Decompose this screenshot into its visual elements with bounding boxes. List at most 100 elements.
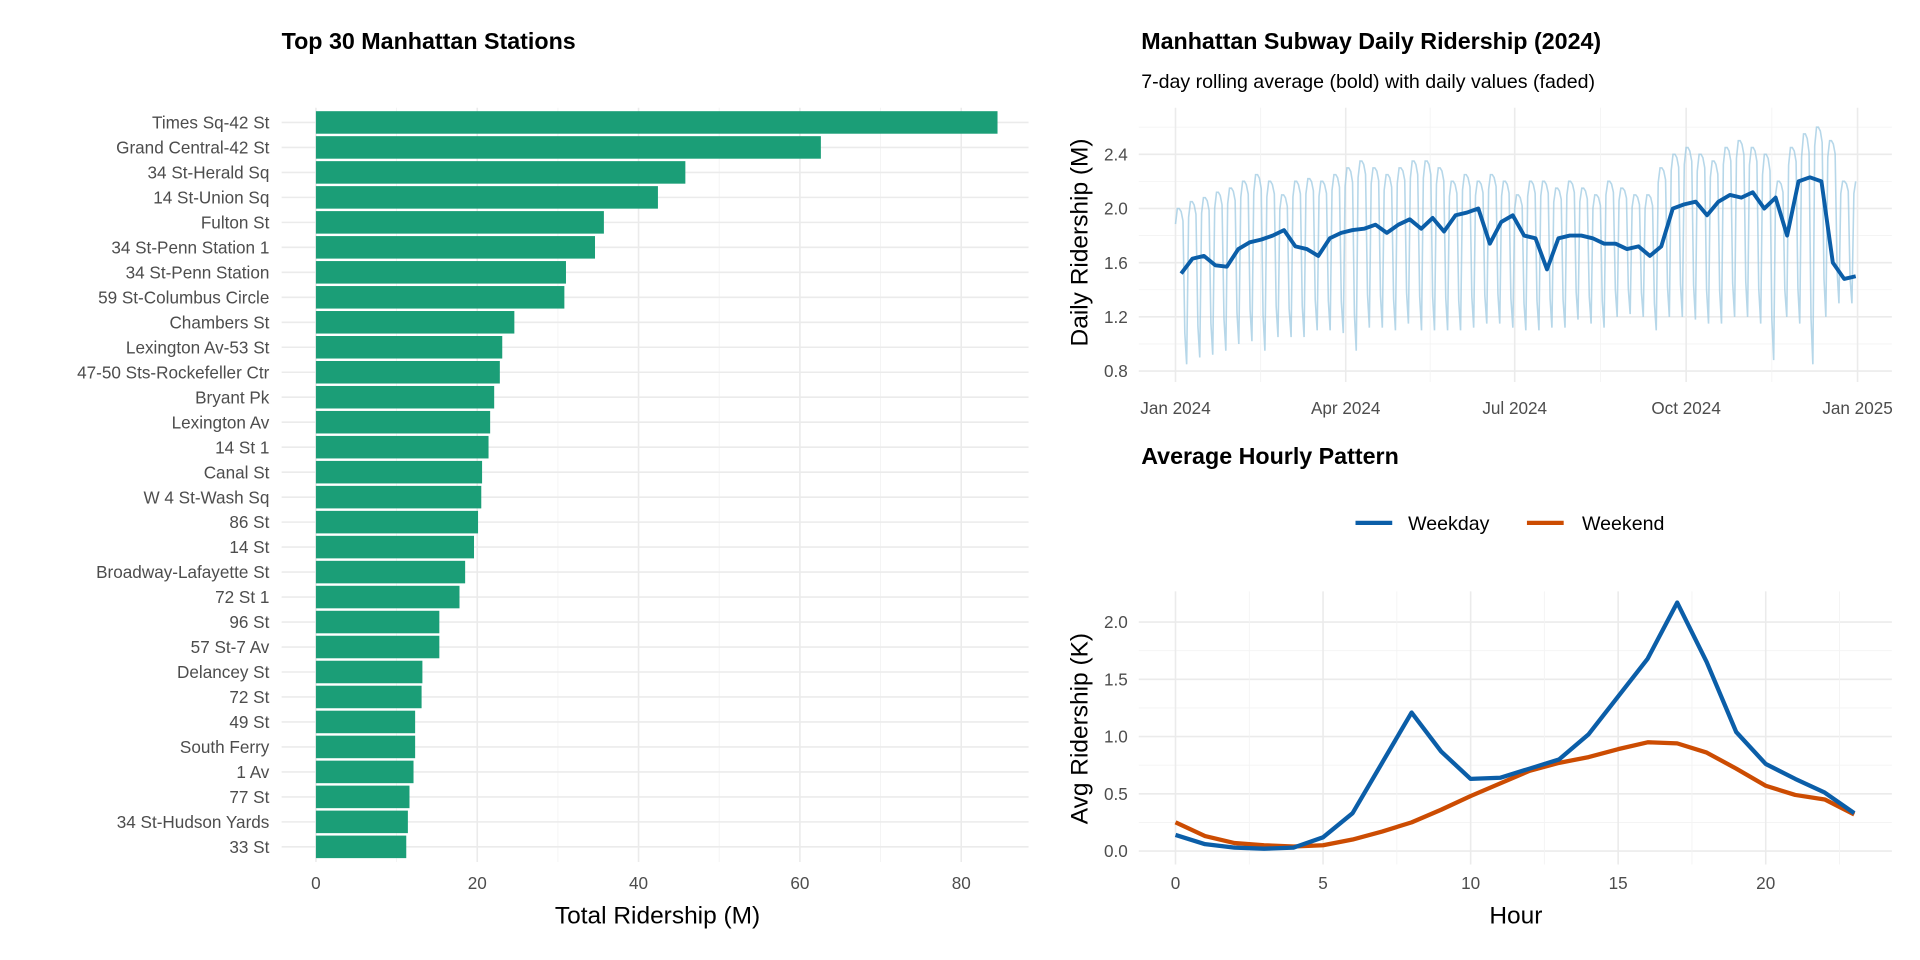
bar-category-label: 1 Av: [236, 762, 269, 782]
bar: [315, 236, 596, 259]
x-tick-label: 80: [952, 873, 971, 893]
y-tick-label: 2.4: [1104, 144, 1128, 164]
bar: [315, 710, 416, 734]
bar: [315, 261, 566, 284]
bar-category-label: Grand Central-42 St: [116, 138, 269, 158]
bar: [315, 560, 466, 584]
daily-y-axis-label: Daily Ridership (M): [1066, 138, 1093, 346]
bar: [315, 136, 821, 159]
bar-category-label: South Ferry: [180, 737, 270, 757]
bar-category-labels: Times Sq-42 St Grand Central-42 St 34 St-H…: [77, 113, 270, 857]
bar: [315, 336, 503, 359]
bar: [315, 410, 491, 434]
bar-category-label: W 4 St-Wash Sq: [143, 487, 269, 507]
bar: [315, 186, 658, 209]
bar: [315, 161, 686, 184]
x-tick-label: 0: [311, 873, 321, 893]
x-tick-label: 15: [1609, 873, 1628, 893]
bar-chart: Top 30 Manhattan Stations Times Sq-42 St…: [77, 28, 1029, 929]
x-tick-label: 0: [1171, 873, 1181, 893]
bar-category-label: 47-50 Sts-Rockefeller Ctr: [77, 362, 270, 382]
bar-category-label: 86 St: [229, 512, 269, 532]
daily-ticks: Jan 2024 Apr 2024 Jul 2024 Oct 2024 Jan 2025…: [1104, 144, 1893, 417]
bar-category-label: Times Sq-42 St: [152, 113, 270, 133]
bar-category-label: 49 St: [229, 712, 269, 732]
bar-category-label: 77 St: [229, 787, 269, 807]
y-tick-label: 1.5: [1104, 669, 1128, 689]
x-tick-label: Apr 2024: [1311, 398, 1381, 418]
bar-category-label: 14 St 1: [215, 437, 269, 457]
bar-category-label: Fulton St: [201, 212, 270, 232]
bar: [315, 211, 604, 234]
bar-chart-title: Top 30 Manhattan Stations: [282, 28, 576, 54]
bar-category-label: 33 St: [229, 837, 269, 857]
y-tick-label: 0.5: [1104, 784, 1128, 804]
bar-category-label: Bryant Pk: [195, 387, 270, 407]
y-tick-label: 1.2: [1104, 307, 1128, 327]
bar-category-label: Broadway-Lafayette St: [96, 562, 269, 582]
x-tick-label: Jan 2024: [1140, 398, 1211, 418]
y-tick-label: 2.0: [1104, 612, 1128, 632]
x-tick-label: 20: [468, 873, 487, 893]
daily-chart-subtitle: 7-day rolling average (bold) with daily …: [1141, 71, 1595, 93]
bar-category-label: 59 St-Columbus Circle: [98, 287, 269, 307]
bar: [315, 835, 407, 859]
legend-weekday-label: Weekday: [1408, 513, 1489, 535]
hourly-ticks: 0 5 10 15 20 0.0 0.5 1.0 1.5 2.0: [1104, 612, 1775, 893]
hourly-chart-title: Average Hourly Pattern: [1141, 443, 1399, 469]
bar-category-label: 34 St-Penn Station: [126, 262, 270, 282]
y-tick-label: 1.0: [1104, 727, 1128, 747]
bar-category-label: Canal St: [204, 462, 270, 482]
bar: [315, 810, 408, 834]
x-tick-label: Oct 2024: [1651, 398, 1721, 418]
bar-x-axis-label: Total Ridership (M): [555, 902, 760, 929]
bar: [315, 685, 422, 709]
bar: [315, 435, 489, 459]
x-tick-label: 40: [629, 873, 648, 893]
x-tick-label: Jul 2024: [1482, 398, 1547, 418]
y-tick-label: 2.0: [1104, 199, 1128, 219]
bar-category-label: 14 St-Union Sq: [153, 188, 269, 208]
bar: [315, 635, 440, 659]
bar-category-label: Delancey St: [177, 662, 270, 682]
x-tick-label: Jan 2025: [1822, 398, 1892, 418]
bar-category-label: 34 St-Herald Sq: [148, 163, 270, 183]
bars: [315, 111, 998, 859]
daily-chart-title: Manhattan Subway Daily Ridership (2024): [1141, 28, 1601, 54]
bar: [315, 111, 998, 134]
bar: [315, 311, 515, 334]
hourly-gridlines: [1138, 591, 1892, 865]
bar: [315, 585, 460, 609]
bar: [315, 660, 423, 684]
bar-category-label: 34 St-Hudson Yards: [117, 812, 270, 832]
y-tick-label: 0.8: [1104, 361, 1128, 381]
bar: [315, 785, 410, 809]
rolling-average-line: [1179, 175, 1857, 281]
bar-category-label: 57 St-7 Av: [191, 637, 270, 657]
bar: [315, 460, 483, 484]
hourly-series: [1174, 600, 1856, 851]
bar-category-label: 34 St-Penn Station 1: [111, 237, 269, 257]
daily-ridership-chart: Manhattan Subway Daily Ridership (2024) …: [1066, 28, 1892, 418]
bar: [315, 735, 416, 759]
bar: [315, 760, 414, 784]
y-tick-label: 1.6: [1104, 253, 1128, 273]
bar: [315, 485, 482, 509]
bar-category-label: 96 St: [229, 612, 269, 632]
bar-category-label: Lexington Av: [172, 412, 270, 432]
x-tick-label: 5: [1318, 873, 1328, 893]
hourly-y-axis-label: Avg Ridership (K): [1066, 633, 1093, 824]
hourly-pattern-chart: Average Hourly Pattern Weekday Weekend 0…: [1066, 443, 1892, 929]
bar: [315, 385, 495, 409]
bar-category-label: Chambers St: [169, 312, 269, 332]
x-tick-label: 20: [1756, 873, 1775, 893]
bar: [315, 360, 500, 384]
legend: Weekday Weekend: [1355, 513, 1664, 535]
bar: [315, 286, 565, 309]
x-tick-label: 60: [790, 873, 809, 893]
legend-weekend-label: Weekend: [1582, 513, 1664, 535]
bar: [315, 510, 479, 534]
weekday-line: [1174, 600, 1856, 851]
bar-x-ticks: 0 20 40 60 80: [311, 873, 971, 893]
